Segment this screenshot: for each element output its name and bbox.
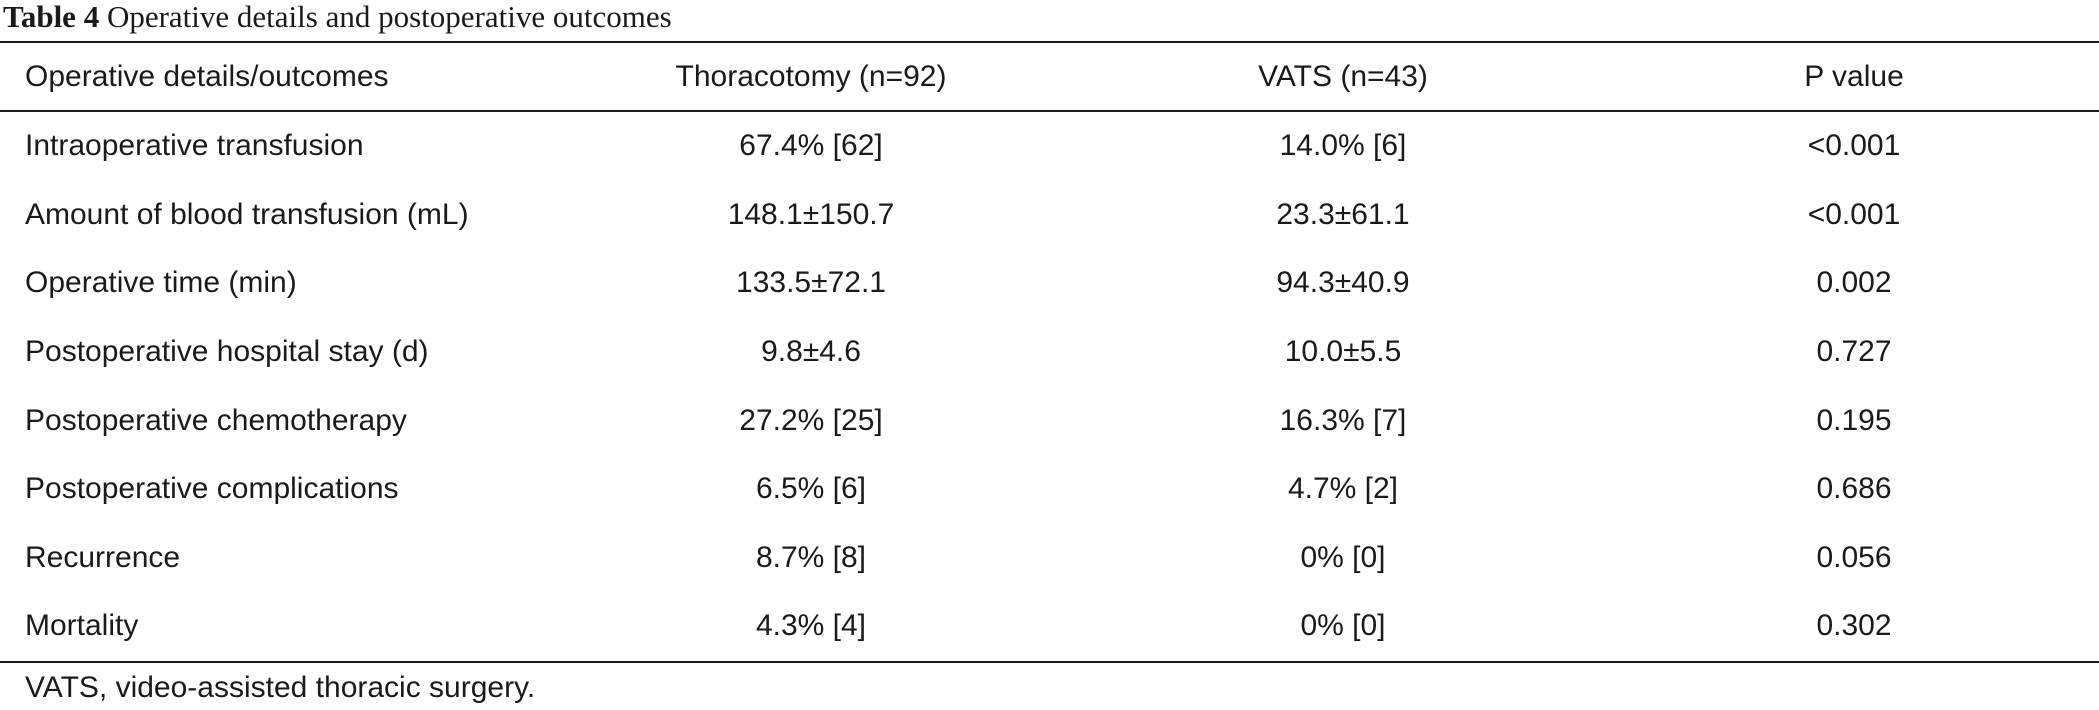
row-label: Mortality	[25, 609, 139, 643]
header-row: Operative details/outcomes Thoracotomy (…	[0, 43, 2099, 110]
thoracotomy-value: 133.5±72.1	[736, 266, 886, 300]
table-caption-title: Operative details and postoperative outc…	[106, 0, 672, 34]
bottom-rule	[0, 661, 2099, 663]
row-label: Postoperative hospital stay (d)	[25, 335, 429, 369]
p-value: 0.056	[1816, 540, 1892, 574]
vats-value: 94.3±40.9	[1276, 266, 1410, 300]
p-value: 0.002	[1816, 266, 1892, 300]
table-caption: Table 4 Operative details and postoperat…	[3, 0, 672, 40]
row-label: Postoperative complications	[25, 472, 399, 506]
p-value: 0.727	[1816, 335, 1892, 369]
thoracotomy-value: 27.2% [25]	[739, 403, 883, 437]
header-cell-thoracotomy: Thoracotomy (n=92)	[675, 59, 947, 93]
thoracotomy-value: 4.3% [4]	[755, 609, 867, 643]
row-label: Amount of blood transfusion (mL)	[25, 197, 469, 231]
table-row: Mortality 4.3% [4] 0% [0] 0.302	[0, 592, 2099, 661]
header-rule	[0, 110, 2099, 112]
p-value: 0.195	[1816, 403, 1892, 437]
table-row: Operative time (min) 133.5±72.1 94.3±40.…	[0, 249, 2099, 318]
table-row: Intraoperative transfusion 67.4% [62] 14…	[0, 112, 2099, 181]
vats-value: 4.7% [2]	[1287, 472, 1399, 506]
thoracotomy-value: 6.5% [6]	[755, 472, 867, 506]
table-row: Postoperative hospital stay (d) 9.8±4.6 …	[0, 318, 2099, 387]
vats-value: 10.0±5.5	[1284, 335, 1402, 369]
table-row: Postoperative complications 6.5% [6] 4.7…	[0, 455, 2099, 524]
p-value: <0.001	[1807, 197, 1901, 231]
thoracotomy-value: 67.4% [62]	[739, 129, 883, 163]
p-value: <0.001	[1807, 129, 1901, 163]
table-row: Postoperative chemotherapy 27.2% [25] 16…	[0, 386, 2099, 455]
p-value: 0.686	[1816, 472, 1892, 506]
vats-value: 23.3±61.1	[1276, 197, 1410, 231]
row-label: Intraoperative transfusion	[25, 129, 364, 163]
vats-value: 14.0% [6]	[1279, 129, 1407, 163]
vats-value: 16.3% [7]	[1279, 403, 1407, 437]
row-label: Recurrence	[25, 540, 181, 574]
table-row: Recurrence 8.7% [8] 0% [0] 0.056	[0, 524, 2099, 593]
table-footnote: VATS, video-assisted thoracic surgery.	[25, 671, 536, 704]
thoracotomy-value: 148.1±150.7	[727, 197, 895, 231]
row-label: Operative time (min)	[25, 266, 297, 300]
header-cell-p-value: P value	[1804, 59, 1904, 93]
thoracotomy-value: 8.7% [8]	[755, 540, 867, 574]
header-cell-vats: VATS (n=43)	[1258, 59, 1428, 93]
top-rule	[0, 41, 2099, 43]
vats-value: 0% [0]	[1300, 609, 1386, 643]
table-header: Operative details/outcomes Thoracotomy (…	[0, 43, 2099, 110]
p-value: 0.302	[1816, 609, 1892, 643]
header-cell-outcome: Operative details/outcomes	[25, 59, 389, 93]
table-body: Intraoperative transfusion 67.4% [62] 14…	[0, 112, 2099, 661]
table-row: Amount of blood transfusion (mL) 148.1±1…	[0, 181, 2099, 250]
vats-value: 0% [0]	[1300, 540, 1386, 574]
row-label: Postoperative chemotherapy	[25, 403, 407, 437]
table-caption-label: Table 4	[3, 0, 100, 34]
thoracotomy-value: 9.8±4.6	[761, 335, 861, 369]
